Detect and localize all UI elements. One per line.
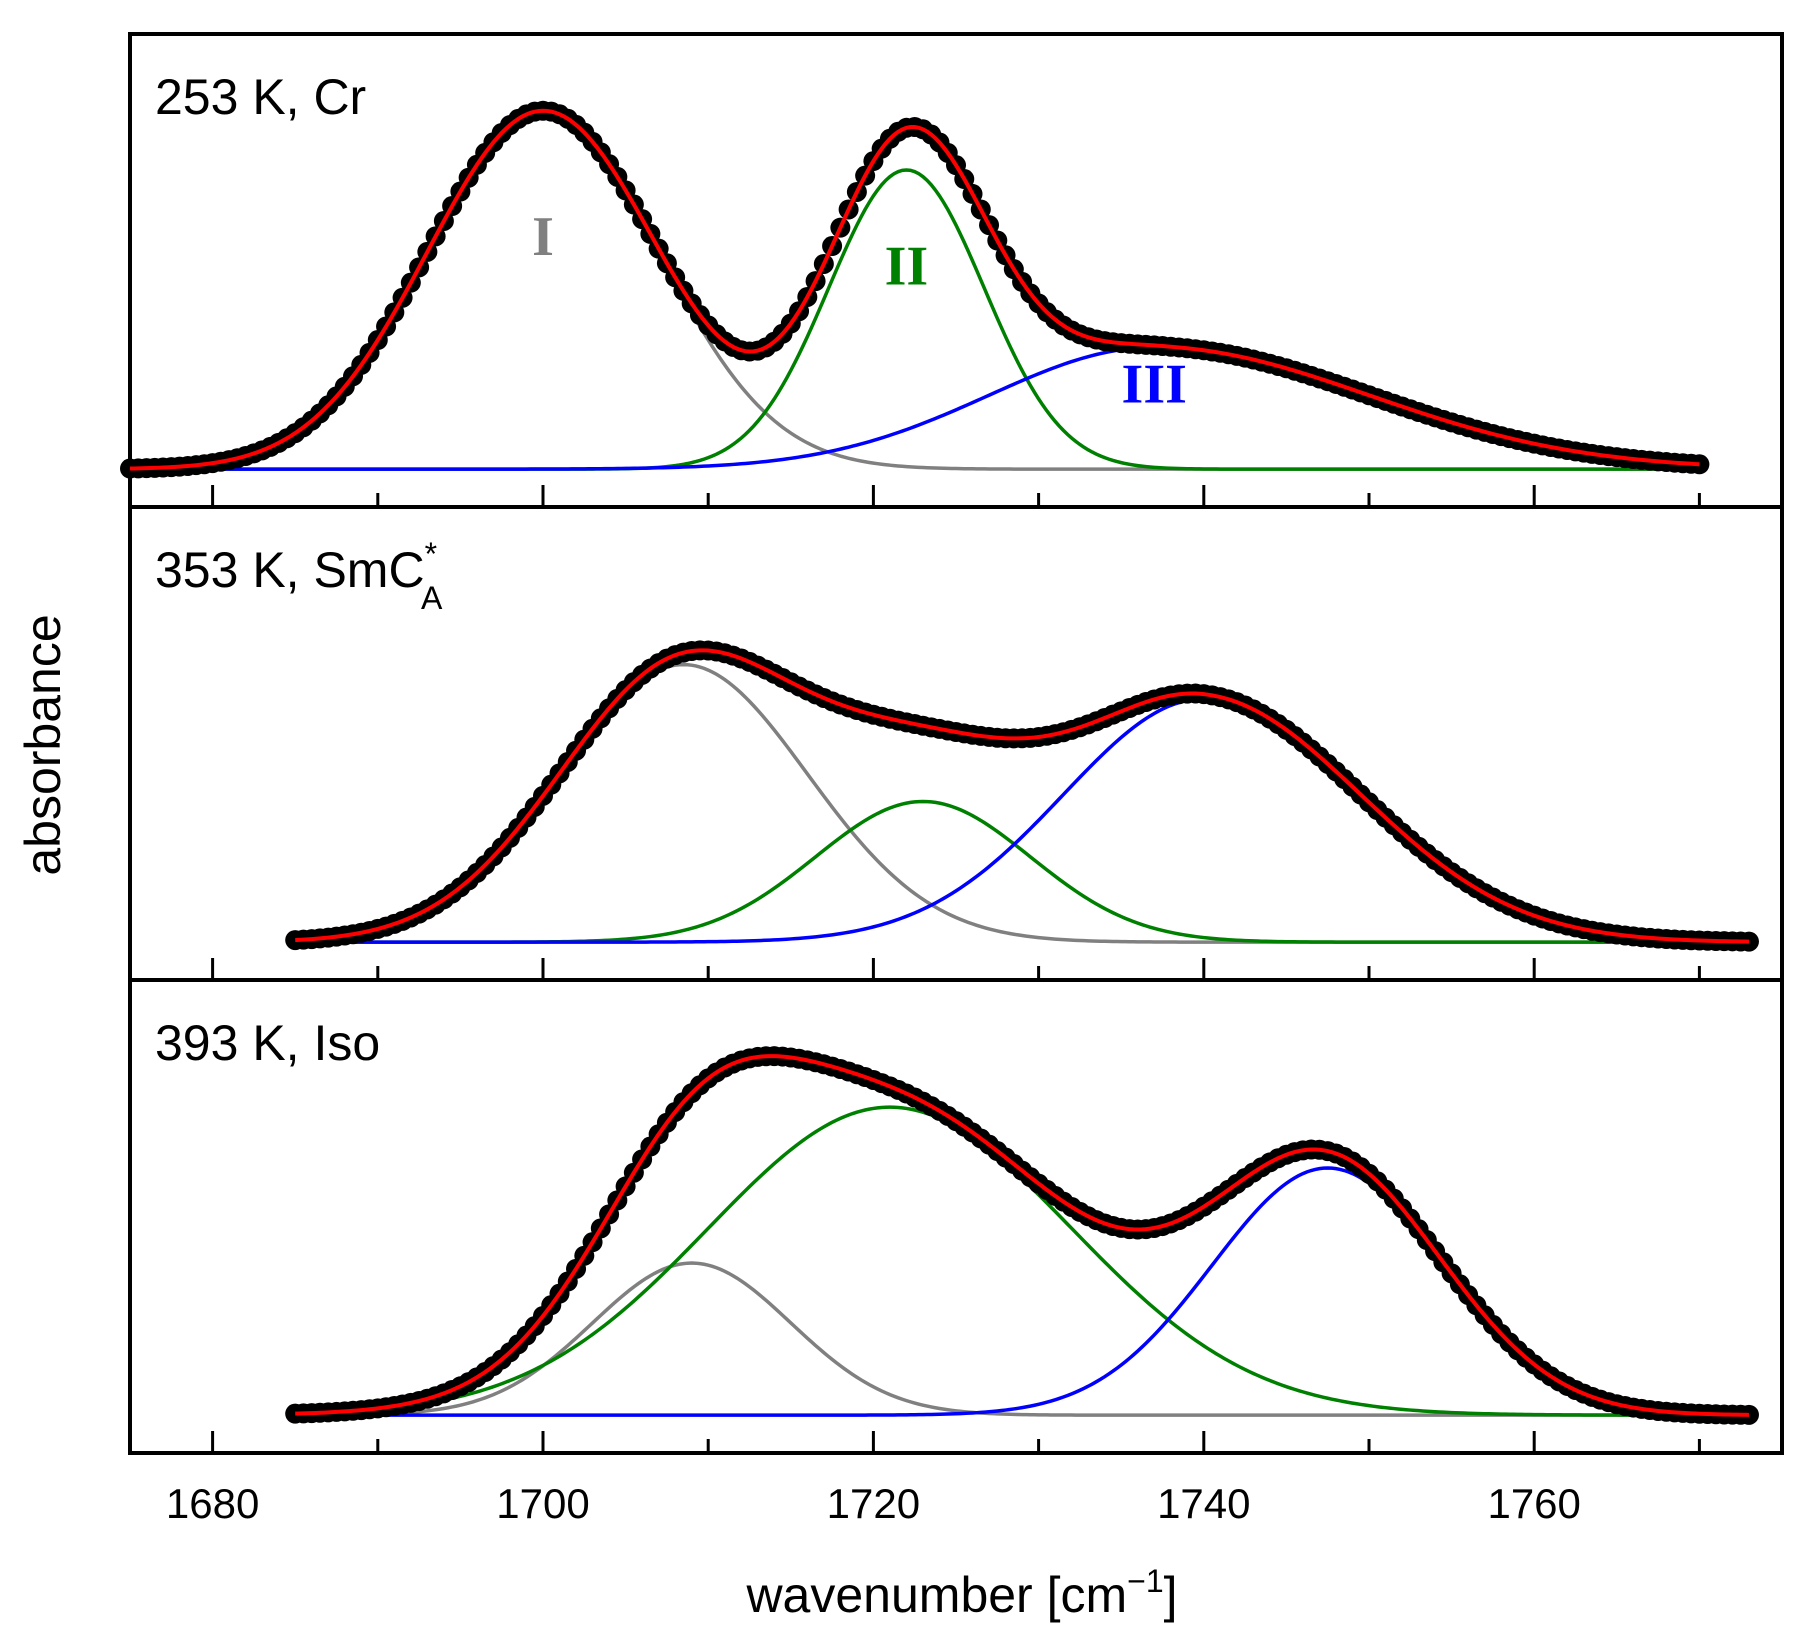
panel-title: 393 K, Iso [155,1015,380,1071]
panel-title-main: 353 K, SmC [155,542,425,598]
x-tick-label: 1720 [827,1480,920,1527]
y-axis-label: absorbance [15,614,71,875]
x-tick-label: 1680 [166,1480,259,1527]
panel-title: 353 K, SmC* A [155,536,443,616]
x-tick-label: 1700 [496,1480,589,1527]
panel-title-main: 393 K, Iso [155,1015,380,1071]
x-axis-label-close: ] [1164,1567,1178,1623]
panel-title: 253 K, Cr [155,69,366,125]
x-axis-label-sup: −1 [1127,1563,1163,1599]
fit-line [129,108,1700,471]
panel-title-main: 253 K, Cr [155,69,366,125]
x-tick-label: 1760 [1487,1480,1580,1527]
panel-3: 393 K, Iso [128,978,1784,1455]
x-tick-label: 1740 [1157,1480,1250,1527]
x-axis: 1680 1700 1720 1740 1760 [166,1480,1581,1527]
x-axis-label: wavenumber [cm−1] [745,1563,1177,1623]
data-points [285,640,1759,952]
panel-title-sup: * [425,536,437,572]
component-label-II: II [885,235,929,297]
panel-2: 353 K, SmC* A [128,505,1784,982]
fit-line [295,648,1749,944]
component-I-line [295,662,1749,944]
fit-line [295,1054,1749,1417]
panel-frame [128,978,1784,1455]
x-axis-label-main: wavenumber [cm [745,1567,1127,1623]
component-label-III: III [1122,354,1187,416]
panel-title-sub: A [421,580,443,616]
component-label-I: I [532,206,554,268]
